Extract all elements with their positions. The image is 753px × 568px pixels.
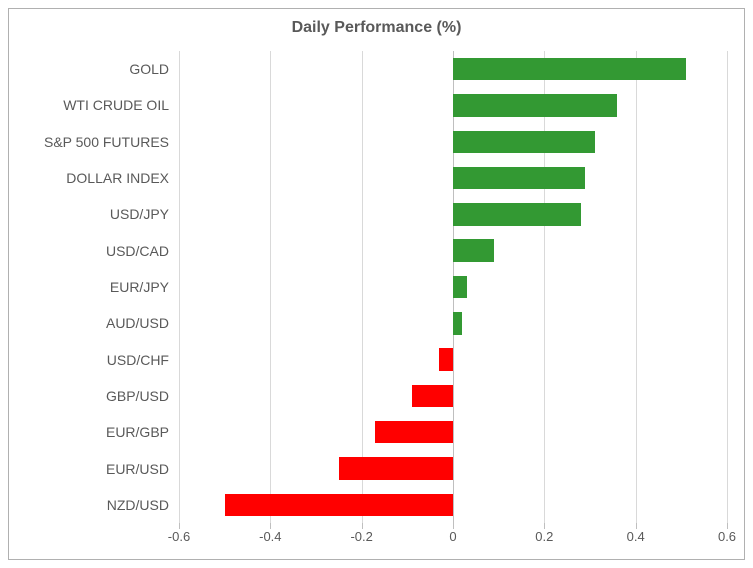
x-tick-label: -0.2 — [350, 523, 372, 544]
chart-frame: Daily Performance (%) -0.6-0.4-0.200.20.… — [8, 8, 745, 560]
bar — [453, 131, 595, 154]
bar — [453, 58, 686, 81]
y-category-label: AUD/USD — [106, 315, 179, 331]
x-gridline — [179, 51, 180, 523]
y-category-label: USD/JPY — [110, 206, 179, 222]
x-tick-label: 0.2 — [535, 523, 553, 544]
y-category-label: DOLLAR INDEX — [66, 170, 179, 186]
bar — [453, 203, 581, 226]
x-gridline — [636, 51, 637, 523]
y-category-label: GOLD — [129, 61, 179, 77]
bar — [453, 239, 494, 262]
bar — [375, 421, 453, 444]
y-category-label: USD/CHF — [107, 352, 179, 368]
x-gridline — [544, 51, 545, 523]
bar — [225, 494, 453, 517]
y-category-label: S&P 500 FUTURES — [44, 134, 179, 150]
y-category-label: GBP/USD — [106, 388, 179, 404]
bar — [453, 312, 462, 335]
bar — [453, 94, 617, 117]
x-gridline — [727, 51, 728, 523]
bar — [439, 348, 453, 371]
x-gridline — [270, 51, 271, 523]
y-category-label: USD/CAD — [106, 243, 179, 259]
y-category-label: EUR/GBP — [106, 424, 179, 440]
x-tick-label: 0.4 — [627, 523, 645, 544]
y-category-label: EUR/USD — [106, 461, 179, 477]
chart-title: Daily Performance (%) — [9, 19, 744, 37]
y-category-label: WTI CRUDE OIL — [63, 97, 179, 113]
plot-area: -0.6-0.4-0.200.20.40.6GOLDWTI CRUDE OILS… — [179, 51, 727, 523]
x-tick-label: 0 — [449, 523, 456, 544]
x-tick-label: -0.4 — [259, 523, 281, 544]
x-tick-label: -0.6 — [168, 523, 190, 544]
y-category-label: EUR/JPY — [110, 279, 179, 295]
bar — [453, 276, 467, 299]
x-tick-label: 0.6 — [718, 523, 736, 544]
x-gridline — [362, 51, 363, 523]
bar — [339, 457, 453, 480]
bar — [453, 167, 585, 190]
y-category-label: NZD/USD — [107, 497, 179, 513]
bar — [412, 385, 453, 408]
